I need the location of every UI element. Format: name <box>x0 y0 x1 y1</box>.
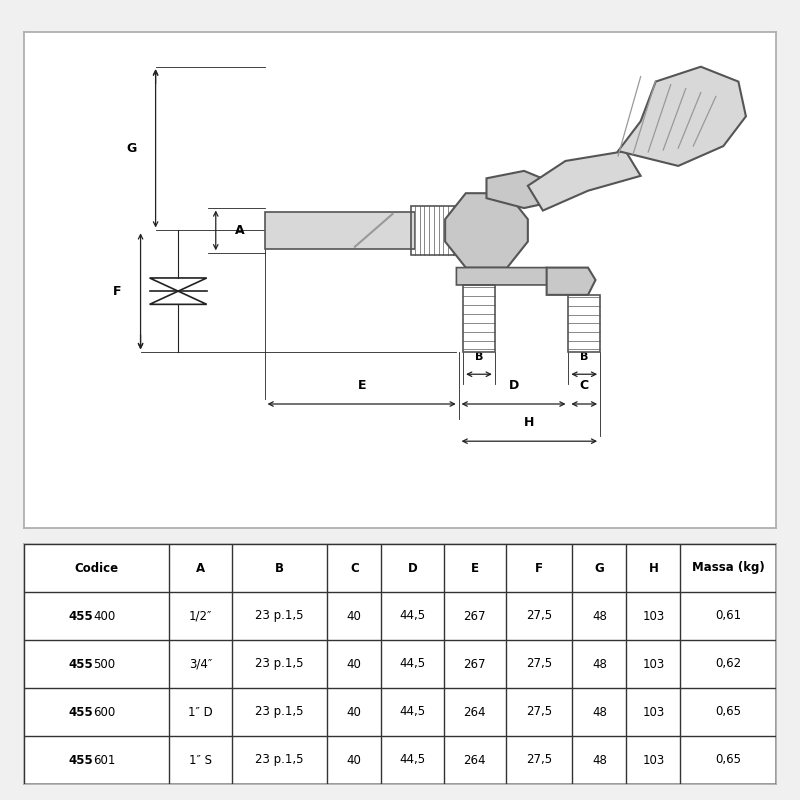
Bar <box>463 285 494 352</box>
Text: E: E <box>358 378 366 392</box>
Text: E: E <box>470 562 478 574</box>
Text: F: F <box>114 285 122 298</box>
Text: C: C <box>350 562 358 574</box>
Text: 44,5: 44,5 <box>399 706 426 718</box>
Bar <box>265 211 415 250</box>
Text: 40: 40 <box>347 754 362 766</box>
Bar <box>411 206 456 255</box>
Polygon shape <box>486 171 558 208</box>
Text: 27,5: 27,5 <box>526 706 552 718</box>
Polygon shape <box>546 267 595 295</box>
Text: 0,65: 0,65 <box>715 754 742 766</box>
Text: H: H <box>524 416 534 429</box>
Text: 44,5: 44,5 <box>399 610 426 622</box>
Text: 103: 103 <box>642 610 665 622</box>
Text: 23 p.1,5: 23 p.1,5 <box>255 754 304 766</box>
Text: 48: 48 <box>592 658 607 670</box>
Text: 455: 455 <box>68 658 93 670</box>
Text: 27,5: 27,5 <box>526 754 552 766</box>
Text: 264: 264 <box>463 754 486 766</box>
Text: A: A <box>234 224 244 237</box>
Text: 23 p.1,5: 23 p.1,5 <box>255 706 304 718</box>
Text: Codice: Codice <box>74 562 118 574</box>
Text: 267: 267 <box>463 658 486 670</box>
Text: 600: 600 <box>93 706 115 718</box>
Text: 0,62: 0,62 <box>715 658 742 670</box>
Text: B: B <box>275 562 284 574</box>
Text: 23 p.1,5: 23 p.1,5 <box>255 610 304 622</box>
Text: 500: 500 <box>93 658 115 670</box>
Text: 0,65: 0,65 <box>715 706 742 718</box>
Text: 400: 400 <box>93 610 115 622</box>
Bar <box>569 295 600 352</box>
Text: D: D <box>509 378 518 392</box>
Text: 40: 40 <box>347 610 362 622</box>
Text: 455: 455 <box>68 610 93 622</box>
Text: 44,5: 44,5 <box>399 754 426 766</box>
Text: 1″ S: 1″ S <box>189 754 212 766</box>
Text: 264: 264 <box>463 706 486 718</box>
Polygon shape <box>445 194 528 267</box>
Polygon shape <box>528 151 641 210</box>
Text: G: G <box>594 562 604 574</box>
Text: 455: 455 <box>68 706 93 718</box>
Polygon shape <box>618 66 746 166</box>
Text: 103: 103 <box>642 706 665 718</box>
Text: B: B <box>580 352 589 362</box>
Text: 27,5: 27,5 <box>526 610 552 622</box>
Text: 48: 48 <box>592 706 607 718</box>
Text: 601: 601 <box>93 754 115 766</box>
Text: 40: 40 <box>347 658 362 670</box>
Text: F: F <box>535 562 543 574</box>
Text: 1/2″: 1/2″ <box>189 610 212 622</box>
Text: 27,5: 27,5 <box>526 658 552 670</box>
Text: 3/4″: 3/4″ <box>189 658 212 670</box>
Text: 23 p.1,5: 23 p.1,5 <box>255 658 304 670</box>
Polygon shape <box>456 267 550 285</box>
Text: 103: 103 <box>642 658 665 670</box>
Text: Massa (kg): Massa (kg) <box>692 562 765 574</box>
Text: 103: 103 <box>642 754 665 766</box>
Text: H: H <box>649 562 658 574</box>
Text: 0,61: 0,61 <box>715 610 742 622</box>
Text: 44,5: 44,5 <box>399 658 426 670</box>
Text: B: B <box>474 352 483 362</box>
Text: 48: 48 <box>592 610 607 622</box>
Text: 455: 455 <box>68 754 93 766</box>
Text: 40: 40 <box>347 706 362 718</box>
Text: D: D <box>407 562 418 574</box>
Text: C: C <box>580 378 589 392</box>
Text: A: A <box>196 562 205 574</box>
Text: 267: 267 <box>463 610 486 622</box>
Text: G: G <box>126 142 137 155</box>
Text: 48: 48 <box>592 754 607 766</box>
Text: 1″ D: 1″ D <box>188 706 213 718</box>
